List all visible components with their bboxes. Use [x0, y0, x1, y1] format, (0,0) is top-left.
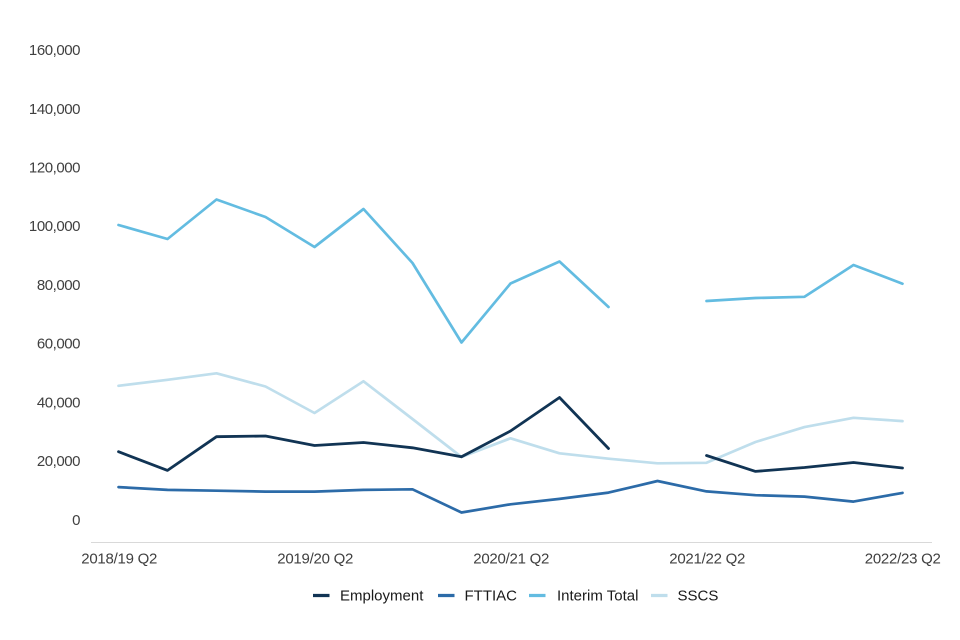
svg-text:2018/19 Q2: 2018/19 Q2 — [81, 551, 157, 568]
svg-text:2021/22 Q2: 2021/22 Q2 — [669, 551, 745, 568]
svg-text:SSCS: SSCS — [678, 587, 719, 604]
svg-text:60,000: 60,000 — [37, 336, 80, 353]
svg-text:FTTIAC: FTTIAC — [465, 587, 518, 604]
svg-text:2020/21 Q2: 2020/21 Q2 — [473, 551, 549, 568]
svg-text:2019/20 Q2: 2019/20 Q2 — [277, 551, 353, 568]
svg-text:120,000: 120,000 — [29, 160, 80, 177]
svg-text:Interim Total: Interim Total — [557, 587, 638, 604]
svg-text:160,000: 160,000 — [29, 42, 80, 59]
svg-text:80,000: 80,000 — [37, 277, 80, 294]
svg-text:2022/23 Q2: 2022/23 Q2 — [865, 551, 941, 568]
svg-text:40,000: 40,000 — [37, 394, 80, 411]
svg-text:100,000: 100,000 — [29, 218, 80, 235]
svg-text:0: 0 — [72, 512, 80, 529]
svg-text:Employment: Employment — [340, 587, 424, 604]
svg-text:140,000: 140,000 — [29, 101, 80, 118]
svg-text:20,000: 20,000 — [37, 453, 80, 470]
